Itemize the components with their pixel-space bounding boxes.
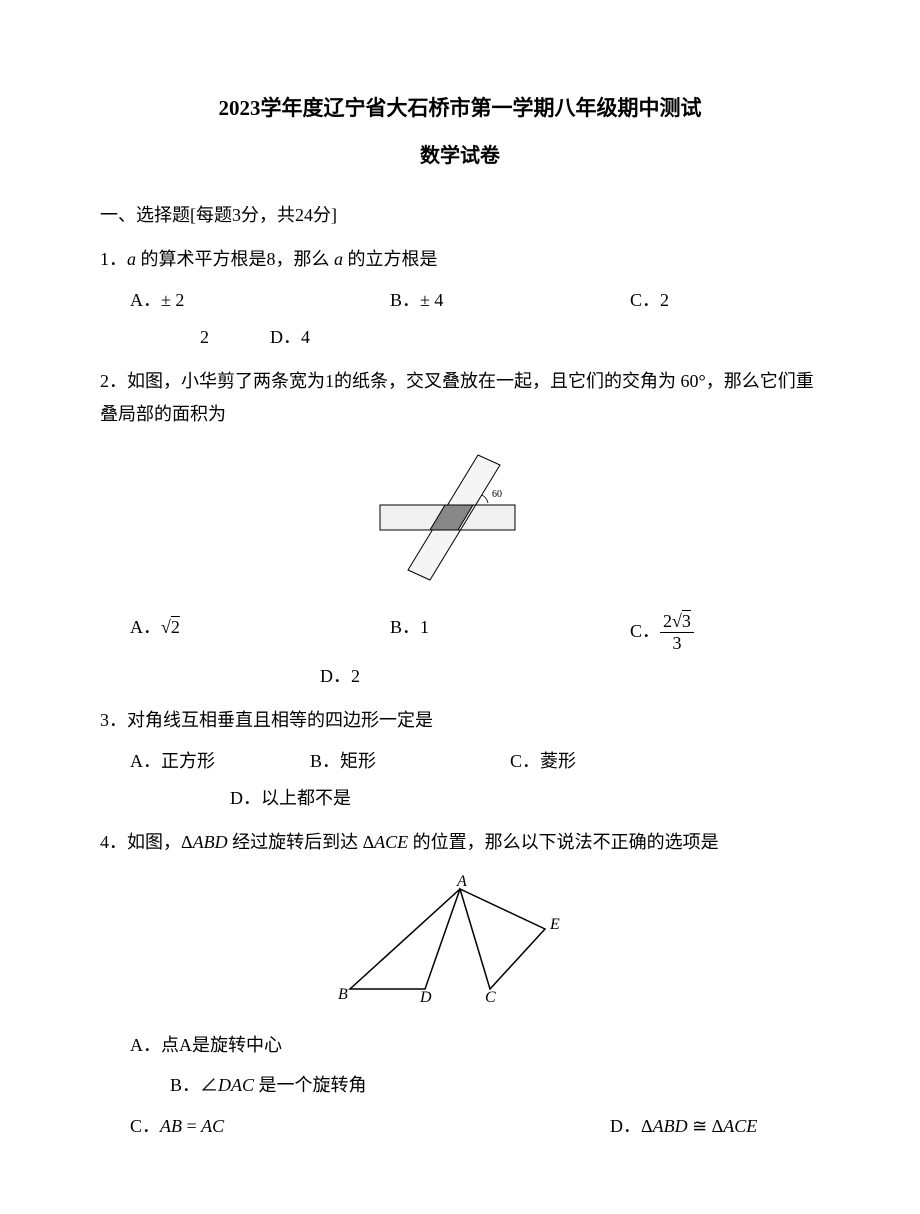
q4-tri1: ABD: [193, 832, 228, 852]
q4-optC-left: AB: [160, 1116, 182, 1136]
q3-options-row1: A．正方形 B．矩形 C．菱形: [100, 745, 820, 777]
section-header: 一、选择题[每题3分，共24分]: [100, 199, 820, 231]
q2-option-c: C．2√33: [630, 611, 780, 655]
q4-figure: A B D C E: [100, 874, 820, 1014]
q2-optC-coef: 2: [663, 611, 672, 631]
q3-option-a: A．正方形: [130, 745, 310, 777]
strips-diagram: 60: [370, 445, 550, 585]
q4-optB-angle: DAC: [218, 1075, 254, 1095]
exam-title-main: 2023学年度辽宁省大石桥市第一学期八年级期中测试: [100, 90, 820, 128]
q1-var-a2: a: [334, 249, 343, 269]
q4-optB-pre: B．∠: [170, 1075, 218, 1095]
q2-optC-label: C．: [630, 621, 660, 641]
q2-body: 如图，小华剪了两条宽为1的纸条，交叉叠放在一起，且它们的交角为 60°，那么它们…: [100, 371, 814, 423]
q2-option-d: D．2: [320, 660, 360, 692]
q4-options-cd: C．AB = AC D．ΔABD ≅ ΔACE: [130, 1110, 820, 1142]
label-A: A: [456, 874, 467, 890]
q2-options-row2: D．2: [100, 660, 820, 692]
q3-option-c: C．菱形: [510, 745, 660, 777]
q4-tri2: ACE: [374, 832, 408, 852]
exam-title-sub: 数学试卷: [100, 138, 820, 174]
q1-number: 1．: [100, 249, 127, 269]
q2-option-a: A．√2: [130, 611, 390, 655]
q3-text: 3．对角线互相垂直且相等的四边形一定是: [100, 704, 820, 736]
q4-option-d: D．ΔABD ≅ ΔACE: [610, 1110, 757, 1142]
q1-option-a: A．± 2: [130, 284, 390, 316]
q4-text-pre: 如图，Δ: [127, 832, 193, 852]
q4-options: A．点A是旋转中心 B．∠DAC 是一个旋转角 C．AB = AC D．ΔABD…: [100, 1029, 820, 1142]
q4-text-post: 的位置，那么以下说法不正确的选项是: [408, 832, 719, 852]
question-1: 1．a 的算术平方根是8，那么 a 的立方根是 A．± 2 B．± 4 C．2 …: [100, 243, 820, 353]
q1-option-c: C．2: [630, 284, 780, 316]
angle-label: 60: [492, 489, 502, 500]
q2-options-row1: A．√2 B．1 C．2√33: [100, 611, 820, 655]
q3-body: 对角线互相垂直且相等的四边形一定是: [127, 710, 433, 730]
q4-optD-t2: ACE: [723, 1116, 757, 1136]
q4-text-mid: 经过旋转后到达 Δ: [228, 832, 375, 852]
q2-optA-label: A．: [130, 617, 161, 637]
q1-option-d: D．4: [270, 321, 310, 353]
q4-option-b: B．∠DAC 是一个旋转角: [130, 1069, 820, 1101]
q2-optC-den: 3: [660, 633, 694, 655]
q2-option-b: B．1: [390, 611, 630, 655]
q1-text-post: 的立方根是: [343, 249, 438, 269]
q4-optC-right: AC: [201, 1116, 224, 1136]
q1-row2-left: 2: [200, 321, 270, 353]
q4-optB-post: 是一个旋转角: [254, 1075, 367, 1095]
q1-option-b: B．± 4: [390, 284, 630, 316]
q1-options-row1: A．± 2 B．± 4 C．2: [100, 284, 820, 316]
label-E: E: [549, 916, 560, 933]
q2-optA-radicand: 2: [171, 617, 180, 637]
q4-optD-cong: ≅ Δ: [688, 1116, 724, 1136]
q4-option-a: A．点A是旋转中心: [130, 1029, 820, 1061]
q1-options-row2: 2 D．4: [100, 321, 820, 353]
q3-option-d: D．以上都不是: [230, 788, 351, 808]
q4-option-c: C．AB = AC: [130, 1110, 610, 1142]
q4-optD-t1: ABD: [653, 1116, 688, 1136]
q1-text-mid: 的算术平方根是8，那么: [136, 249, 334, 269]
q2-number: 2．: [100, 371, 127, 391]
q4-text: 4．如图，ΔABD 经过旋转后到达 ΔACE 的位置，那么以下说法不正确的选项是: [100, 826, 820, 858]
question-2: 2．如图，小华剪了两条宽为1的纸条，交叉叠放在一起，且它们的交角为 60°，那么…: [100, 365, 820, 692]
q3-number: 3．: [100, 710, 127, 730]
q2-figure: 60: [100, 445, 820, 595]
q1-var-a1: a: [127, 249, 136, 269]
q4-optD-pre: D．Δ: [610, 1116, 653, 1136]
question-4: 4．如图，ΔABD 经过旋转后到达 ΔACE 的位置，那么以下说法不正确的选项是…: [100, 826, 820, 1142]
question-3: 3．对角线互相垂直且相等的四边形一定是 A．正方形 B．矩形 C．菱形 D．以上…: [100, 704, 820, 814]
triangle-rotation-diagram: A B D C E: [330, 874, 590, 1004]
q3-option-b: B．矩形: [310, 745, 510, 777]
q4-number: 4．: [100, 832, 127, 852]
q4-optC-pre: C．: [130, 1116, 160, 1136]
q1-text: 1．a 的算术平方根是8，那么 a 的立方根是: [100, 243, 820, 275]
q2-optC-radicand: 3: [682, 611, 691, 631]
q3-options-row2: D．以上都不是: [100, 782, 820, 814]
label-C: C: [485, 989, 496, 1004]
q2-text: 2．如图，小华剪了两条宽为1的纸条，交叉叠放在一起，且它们的交角为 60°，那么…: [100, 365, 820, 430]
label-D: D: [419, 989, 432, 1004]
label-B: B: [338, 986, 348, 1003]
